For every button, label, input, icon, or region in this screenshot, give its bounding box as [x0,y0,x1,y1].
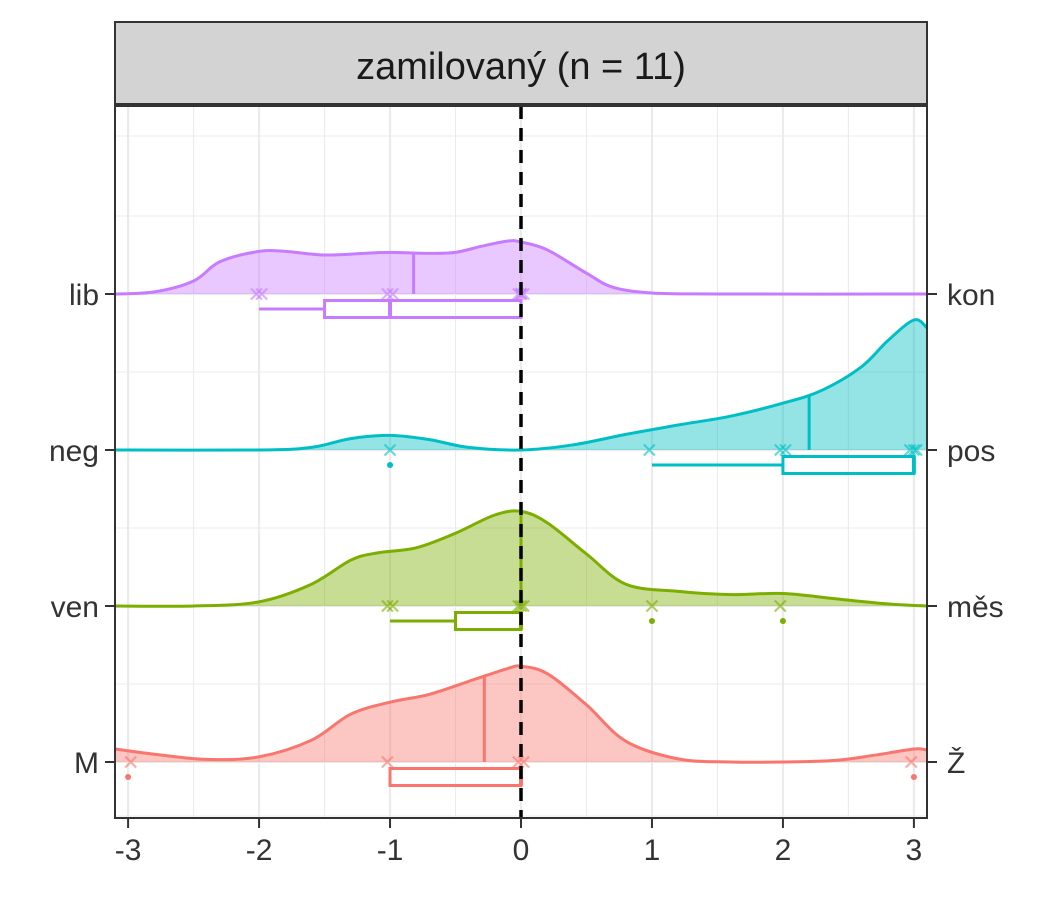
box-outlier [648,618,655,624]
x-tick-label: -3 [115,834,142,867]
x-tick-label: 1 [644,834,661,867]
data-point [643,443,656,457]
x-tick-label: -2 [246,834,273,867]
density-line [114,239,928,296]
data-point [645,599,659,613]
y-tick-label-right: měs [947,591,1004,624]
axes: -3 -2 -1 0 1 2 3 lib kon neg pos ven měs M Ž [49,279,1004,867]
facet-strip [114,21,928,105]
y-tick-label-right: pos [947,435,995,468]
data-point [383,443,397,457]
data-point [381,599,394,613]
y-tick-label-right: Ž [947,747,965,780]
data-point [250,287,263,301]
data-point [512,755,525,769]
data-point [517,755,530,769]
data-point [910,443,923,457]
data-point [386,287,399,301]
data-point [779,443,792,457]
data-point [386,599,399,613]
data-point [514,599,528,613]
x-tick-label: 3 [906,834,923,867]
x-tick-label: 0 [513,834,530,867]
y-tick-label-right: kon [947,279,995,312]
density-line [114,318,928,452]
box-outlier [910,774,917,780]
data-point [907,443,921,457]
box-outlier [779,618,786,624]
y-tick-label-left: neg [49,435,99,468]
ridge-row-neg [114,318,928,475]
data-point [774,599,787,613]
data-point [381,755,394,769]
data-point [774,443,787,457]
data-point [381,287,394,301]
data-point [255,287,268,301]
y-tick-label-left: lib [69,279,99,312]
y-tick-label-left: ven [51,591,99,624]
x-tick-label: 2 [775,834,792,867]
x-tick-label: -1 [377,834,404,867]
box-outlier [125,774,132,780]
data-point [905,755,918,769]
box-outlier [387,462,394,468]
data-point [124,755,137,769]
y-tick-label-left: M [74,747,99,780]
chart-title: zamilovaný (n = 11) [356,46,686,88]
